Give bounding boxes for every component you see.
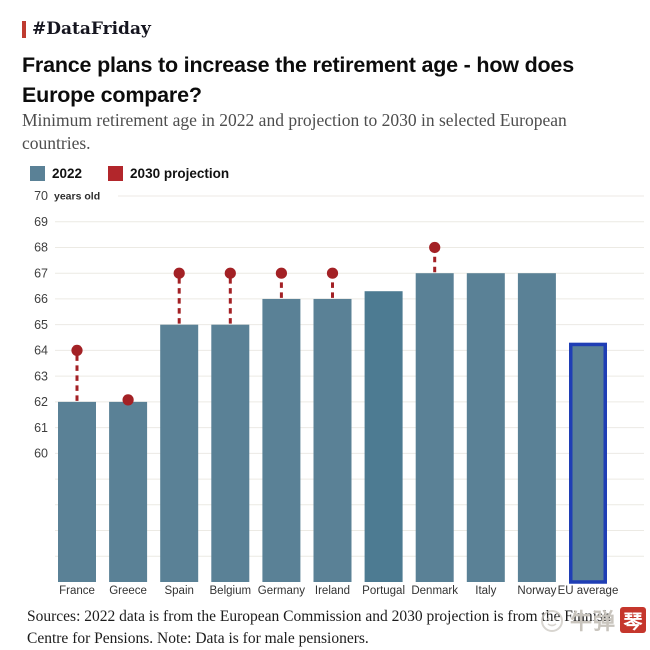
projection-dot-france	[71, 344, 83, 356]
y-tick-label-60: 60	[34, 447, 48, 461]
x-label-eu-average: EU average	[558, 585, 619, 597]
bar-germany	[262, 298, 301, 582]
bar-denmark	[415, 273, 454, 582]
y-tick-label-67: 67	[34, 266, 48, 280]
kicker: #DataFriday	[22, 19, 151, 39]
watermark-face-icon	[540, 610, 563, 632]
y-tick-label-66: 66	[34, 292, 48, 306]
legend-swatch-2022	[30, 166, 45, 181]
projection-dot-spain	[173, 267, 185, 279]
chart-legend: 2022 2030 projection	[30, 166, 229, 181]
y-tick-label-65: 65	[34, 318, 48, 332]
x-label-germany: Germany	[258, 585, 306, 597]
y-axis-unit-label: years old	[54, 191, 100, 203]
projection-dot-denmark	[429, 241, 441, 254]
legend-swatch-2030	[108, 166, 124, 181]
y-tick-label-63: 63	[34, 369, 48, 383]
x-label-denmark: Denmark	[411, 585, 458, 597]
x-label-belgium: Belgium	[210, 585, 252, 597]
x-label-france: France	[59, 585, 95, 597]
bar-italy	[466, 273, 505, 582]
page-title: France plans to increase the retirement …	[22, 53, 574, 107]
y-tick-label-64: 64	[34, 344, 48, 358]
projection-dot-germany	[275, 267, 287, 279]
bar-portugal	[364, 291, 403, 582]
x-label-norway: Norway	[517, 585, 556, 597]
y-tick-label-61: 61	[34, 421, 48, 435]
y-tick-label-62: 62	[34, 395, 48, 409]
kicker-label: #DataFriday	[32, 19, 151, 39]
legend-item-2030: 2030 projection	[108, 166, 229, 181]
bar-norway	[517, 273, 556, 582]
bar-greece	[109, 401, 148, 582]
bar-chart: 60 61 62 63 64 65 66 67 68 69 70 years old France Gre…	[34, 189, 644, 597]
projection-dot-ireland	[326, 267, 339, 279]
legend-item-2022: 2022	[30, 166, 82, 181]
watermark: 牛弹 琴	[538, 604, 646, 636]
y-tick-label-70: 70	[34, 189, 48, 203]
page-subtitle: Minimum retirement age in 2022 and proje…	[22, 110, 567, 153]
watermark-badge: 琴	[620, 607, 646, 633]
x-label-portugal: Portugal	[362, 585, 405, 597]
y-tick-label-68: 68	[34, 241, 48, 255]
y-tick-label-69: 69	[34, 215, 48, 229]
x-label-italy: Italy	[475, 585, 496, 597]
legend-label-2022: 2022	[52, 166, 83, 181]
x-label-ireland: Ireland	[315, 585, 350, 597]
bar-spain	[160, 324, 199, 582]
legend-label-2030: 2030 projection	[130, 166, 230, 181]
x-label-spain: Spain	[164, 585, 193, 597]
x-label-greece: Greece	[109, 585, 147, 597]
kicker-accent-bar	[22, 20, 26, 38]
bar-eu-average	[569, 342, 607, 584]
source-note: Sources: 2022 data is from the European …	[27, 608, 611, 647]
watermark-text: 牛弹	[569, 610, 616, 635]
bar-ireland	[313, 298, 352, 582]
projection-dot-greece	[122, 394, 134, 406]
bar-belgium	[211, 324, 250, 582]
projection-dot-belgium	[224, 267, 236, 279]
bar-france	[58, 401, 96, 582]
